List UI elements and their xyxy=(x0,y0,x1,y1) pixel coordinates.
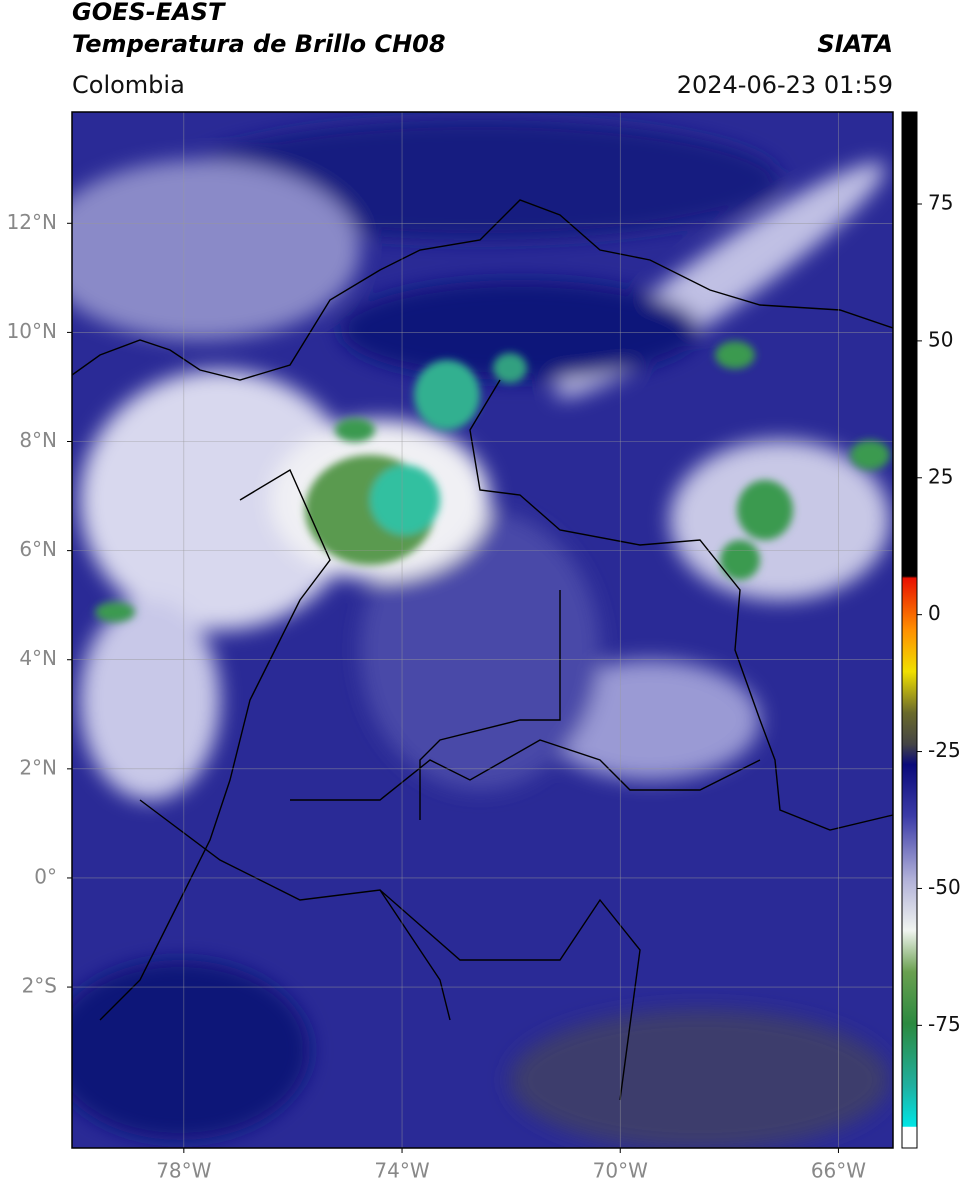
colorbar-tick-label: 0 xyxy=(928,601,941,625)
graticule xyxy=(72,112,893,1148)
colorbar-tick-label: 75 xyxy=(928,190,953,214)
subtitle: Temperatura de Brillo CH08 xyxy=(72,30,446,58)
y-tick-label: 4°N xyxy=(19,646,57,670)
map-frame xyxy=(71,111,894,1149)
x-tick-label: 66°W xyxy=(811,1159,866,1183)
colorbar-tick-label: -25 xyxy=(928,738,961,762)
title: GOES-EAST xyxy=(72,0,226,26)
region: Colombia xyxy=(72,71,185,99)
colorbar-tick-label: -75 xyxy=(928,1012,961,1036)
x-tick-label: 70°W xyxy=(593,1159,648,1183)
satellite-image xyxy=(72,112,893,1148)
y-tick-label: 8°N xyxy=(19,428,57,452)
y-tick-label: 0° xyxy=(34,864,57,888)
datetime: 2024-06-23 01:59 xyxy=(677,71,893,99)
y-tick-label: 12°N xyxy=(7,210,57,234)
colorbar-tick-label: 25 xyxy=(928,464,953,488)
colorbar-tick-label: -50 xyxy=(928,875,961,899)
colorbar-tick-label: 50 xyxy=(928,327,953,351)
x-tick-label: 74°W xyxy=(374,1159,429,1183)
y-tick-label: 2°N xyxy=(19,755,57,779)
colorbar xyxy=(901,111,918,1149)
y-tick-label: 2°S xyxy=(22,974,57,998)
y-tick-label: 10°N xyxy=(7,319,57,343)
x-tick-label: 78°W xyxy=(156,1159,211,1183)
source: SIATA xyxy=(817,30,893,58)
y-tick-label: 6°N xyxy=(19,537,57,561)
